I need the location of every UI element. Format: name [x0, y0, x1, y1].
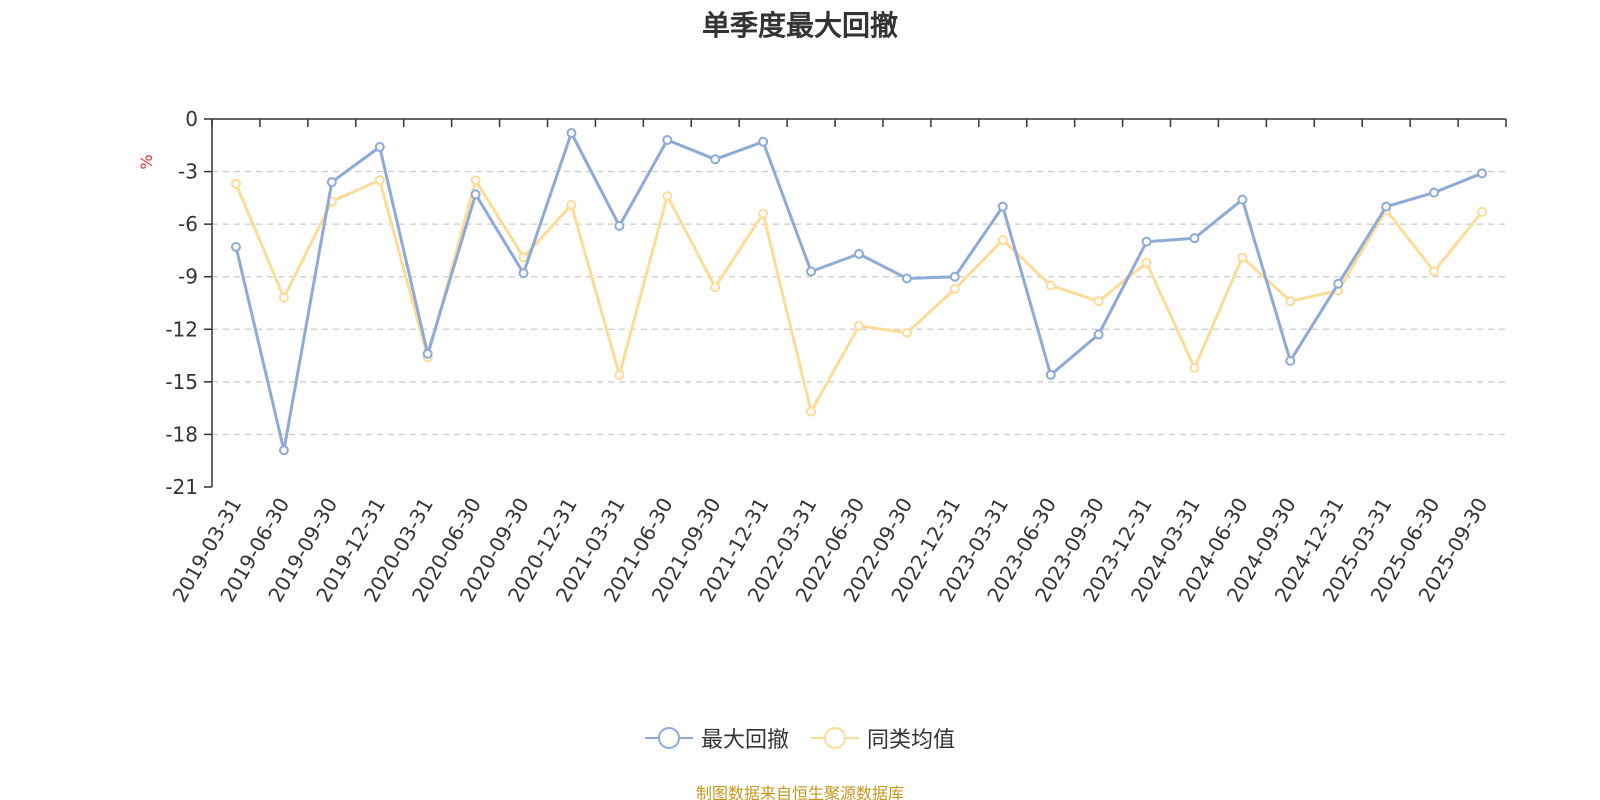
- legend-label-max-drawdown: 最大回撤: [700, 728, 789, 753]
- y-tick-labels: 0 -3 -6 -9 -12 -15 -18 -21: [165, 107, 198, 499]
- series-line-1: [234, 178, 1484, 414]
- y-tick-label: -15: [165, 370, 198, 394]
- data-point[interactable]: [470, 189, 481, 200]
- y-tick-label: -12: [165, 317, 198, 341]
- data-point[interactable]: [1189, 362, 1200, 373]
- data-point[interactable]: [758, 136, 769, 147]
- data-point[interactable]: [854, 248, 864, 259]
- y-tick-label: -3: [178, 160, 198, 184]
- series-lines: [230, 128, 1488, 456]
- y-tick-label: 0: [185, 107, 198, 131]
- y-tick-label: -6: [178, 212, 198, 236]
- legend-item-peer-average[interactable]: 同类均值: [811, 722, 955, 754]
- data-point[interactable]: [1429, 266, 1440, 277]
- data-point[interactable]: [1045, 369, 1056, 380]
- data-point[interactable]: [710, 282, 721, 293]
- data-point[interactable]: [518, 252, 529, 263]
- data-point[interactable]: [614, 369, 625, 380]
- y-tick-label: -9: [178, 265, 198, 289]
- data-point[interactable]: [230, 241, 241, 252]
- data-point[interactable]: [1477, 168, 1488, 179]
- data-point[interactable]: [806, 266, 817, 277]
- data-point[interactable]: [614, 220, 625, 231]
- data-point[interactable]: [662, 135, 673, 146]
- legend-symbol-peer-average: [811, 727, 859, 749]
- data-point[interactable]: [806, 406, 817, 417]
- data-point[interactable]: [1093, 329, 1104, 340]
- data-point[interactable]: [901, 327, 912, 338]
- y-tick-label: -21: [165, 475, 198, 499]
- legend-label-peer-average: 同类均值: [867, 728, 956, 753]
- data-point[interactable]: [1285, 296, 1296, 307]
- data-point[interactable]: [662, 191, 673, 202]
- data-point[interactable]: [1237, 194, 1248, 205]
- data-point[interactable]: [1285, 355, 1296, 366]
- data-point[interactable]: [1189, 233, 1200, 244]
- data-point[interactable]: [949, 271, 960, 282]
- legend-item-max-drawdown[interactable]: 最大回撤: [644, 722, 789, 754]
- data-point[interactable]: [1237, 252, 1248, 263]
- grid-lines: [212, 170, 1506, 436]
- data-point[interactable]: [422, 348, 433, 359]
- data-point[interactable]: [1429, 187, 1440, 198]
- data-point[interactable]: [1141, 236, 1152, 247]
- data-point[interactable]: [470, 175, 481, 186]
- y-tick-label: -18: [165, 422, 198, 446]
- data-point[interactable]: [278, 292, 289, 303]
- chart-title: 单季度最大回撤: [701, 9, 898, 42]
- data-point[interactable]: [1045, 280, 1056, 291]
- data-point[interactable]: [1093, 296, 1104, 307]
- data-point[interactable]: [1333, 278, 1344, 289]
- x-tick-labels: 2019-03-312019-06-302019-09-302019-12-31…: [167, 493, 1492, 606]
- data-point[interactable]: [854, 320, 864, 331]
- data-point[interactable]: [1477, 206, 1488, 217]
- series-line-0: [234, 131, 1483, 452]
- data-point[interactable]: [1141, 257, 1152, 268]
- data-point[interactable]: [518, 268, 529, 279]
- data-point[interactable]: [949, 283, 960, 294]
- legend-symbol-max-drawdown: [644, 727, 693, 749]
- data-point[interactable]: [566, 199, 577, 210]
- data-point[interactable]: [374, 175, 385, 186]
- data-point[interactable]: [566, 128, 577, 139]
- data-point[interactable]: [901, 273, 912, 284]
- legend: 最大回撤 同类均值: [0, 722, 1600, 754]
- data-point[interactable]: [374, 142, 385, 153]
- data-point[interactable]: [997, 201, 1008, 212]
- data-point[interactable]: [230, 178, 241, 189]
- axes: [204, 118, 1507, 488]
- data-point[interactable]: [278, 445, 289, 456]
- data-point[interactable]: [326, 177, 337, 188]
- data-point[interactable]: [710, 154, 721, 165]
- y-axis-unit-label: %: [137, 154, 156, 169]
- data-point[interactable]: [997, 234, 1008, 245]
- data-point[interactable]: [758, 208, 769, 219]
- source-note: 制图数据来自恒生聚源数据库: [695, 784, 904, 800]
- data-point[interactable]: [1381, 201, 1392, 212]
